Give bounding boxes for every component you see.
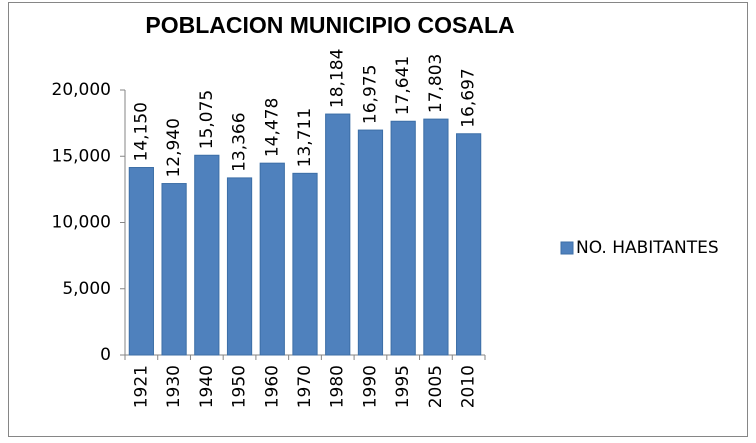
- legend-swatch: [560, 241, 574, 255]
- x-tick-label: 1990: [360, 365, 380, 408]
- y-tick-label: 10,000: [52, 213, 111, 233]
- y-tick-label: 15,000: [52, 146, 111, 166]
- x-tick-label: 1930: [164, 365, 184, 408]
- x-tick-label: 1950: [230, 365, 250, 408]
- bar: [423, 118, 449, 356]
- bar: [194, 154, 220, 356]
- bar: [161, 183, 187, 356]
- y-tick-label: 5,000: [62, 279, 111, 299]
- bar: [390, 120, 416, 356]
- bar: [292, 172, 318, 356]
- data-label: 18,184: [328, 49, 348, 108]
- data-label: 13,366: [230, 112, 250, 171]
- x-tick-label: 2010: [459, 365, 479, 408]
- x-tick-label: 1960: [262, 365, 282, 408]
- bar: [128, 167, 154, 356]
- data-label: 17,803: [426, 54, 446, 113]
- chart-title: POBLACION MUNICIPIO COSALA: [145, 12, 514, 38]
- y-tick-label: 0: [100, 345, 111, 365]
- bar: [357, 129, 384, 356]
- data-label: 14,150: [131, 102, 151, 161]
- data-label: 13,711: [295, 108, 315, 167]
- data-label: 14,478: [262, 98, 282, 157]
- x-tick-label: 1980: [328, 365, 348, 408]
- y-tick-label: 20,000: [52, 80, 111, 100]
- bar: [456, 133, 482, 356]
- x-tick-label: 2005: [426, 365, 446, 408]
- x-tick-label: 1995: [393, 365, 413, 408]
- bar: [259, 162, 285, 356]
- data-label: 12,940: [164, 118, 184, 177]
- legend-label: NO. HABITANTES: [576, 238, 719, 258]
- bar: [226, 177, 253, 356]
- bar: [325, 113, 351, 356]
- data-label: 16,697: [459, 68, 479, 127]
- data-label: 15,075: [197, 90, 217, 149]
- x-tick-label: 1940: [197, 365, 217, 408]
- data-label: 17,641: [393, 56, 413, 115]
- x-tick-label: 1921: [131, 365, 151, 408]
- x-tick-label: 1970: [295, 365, 315, 408]
- data-label: 16,975: [360, 65, 380, 124]
